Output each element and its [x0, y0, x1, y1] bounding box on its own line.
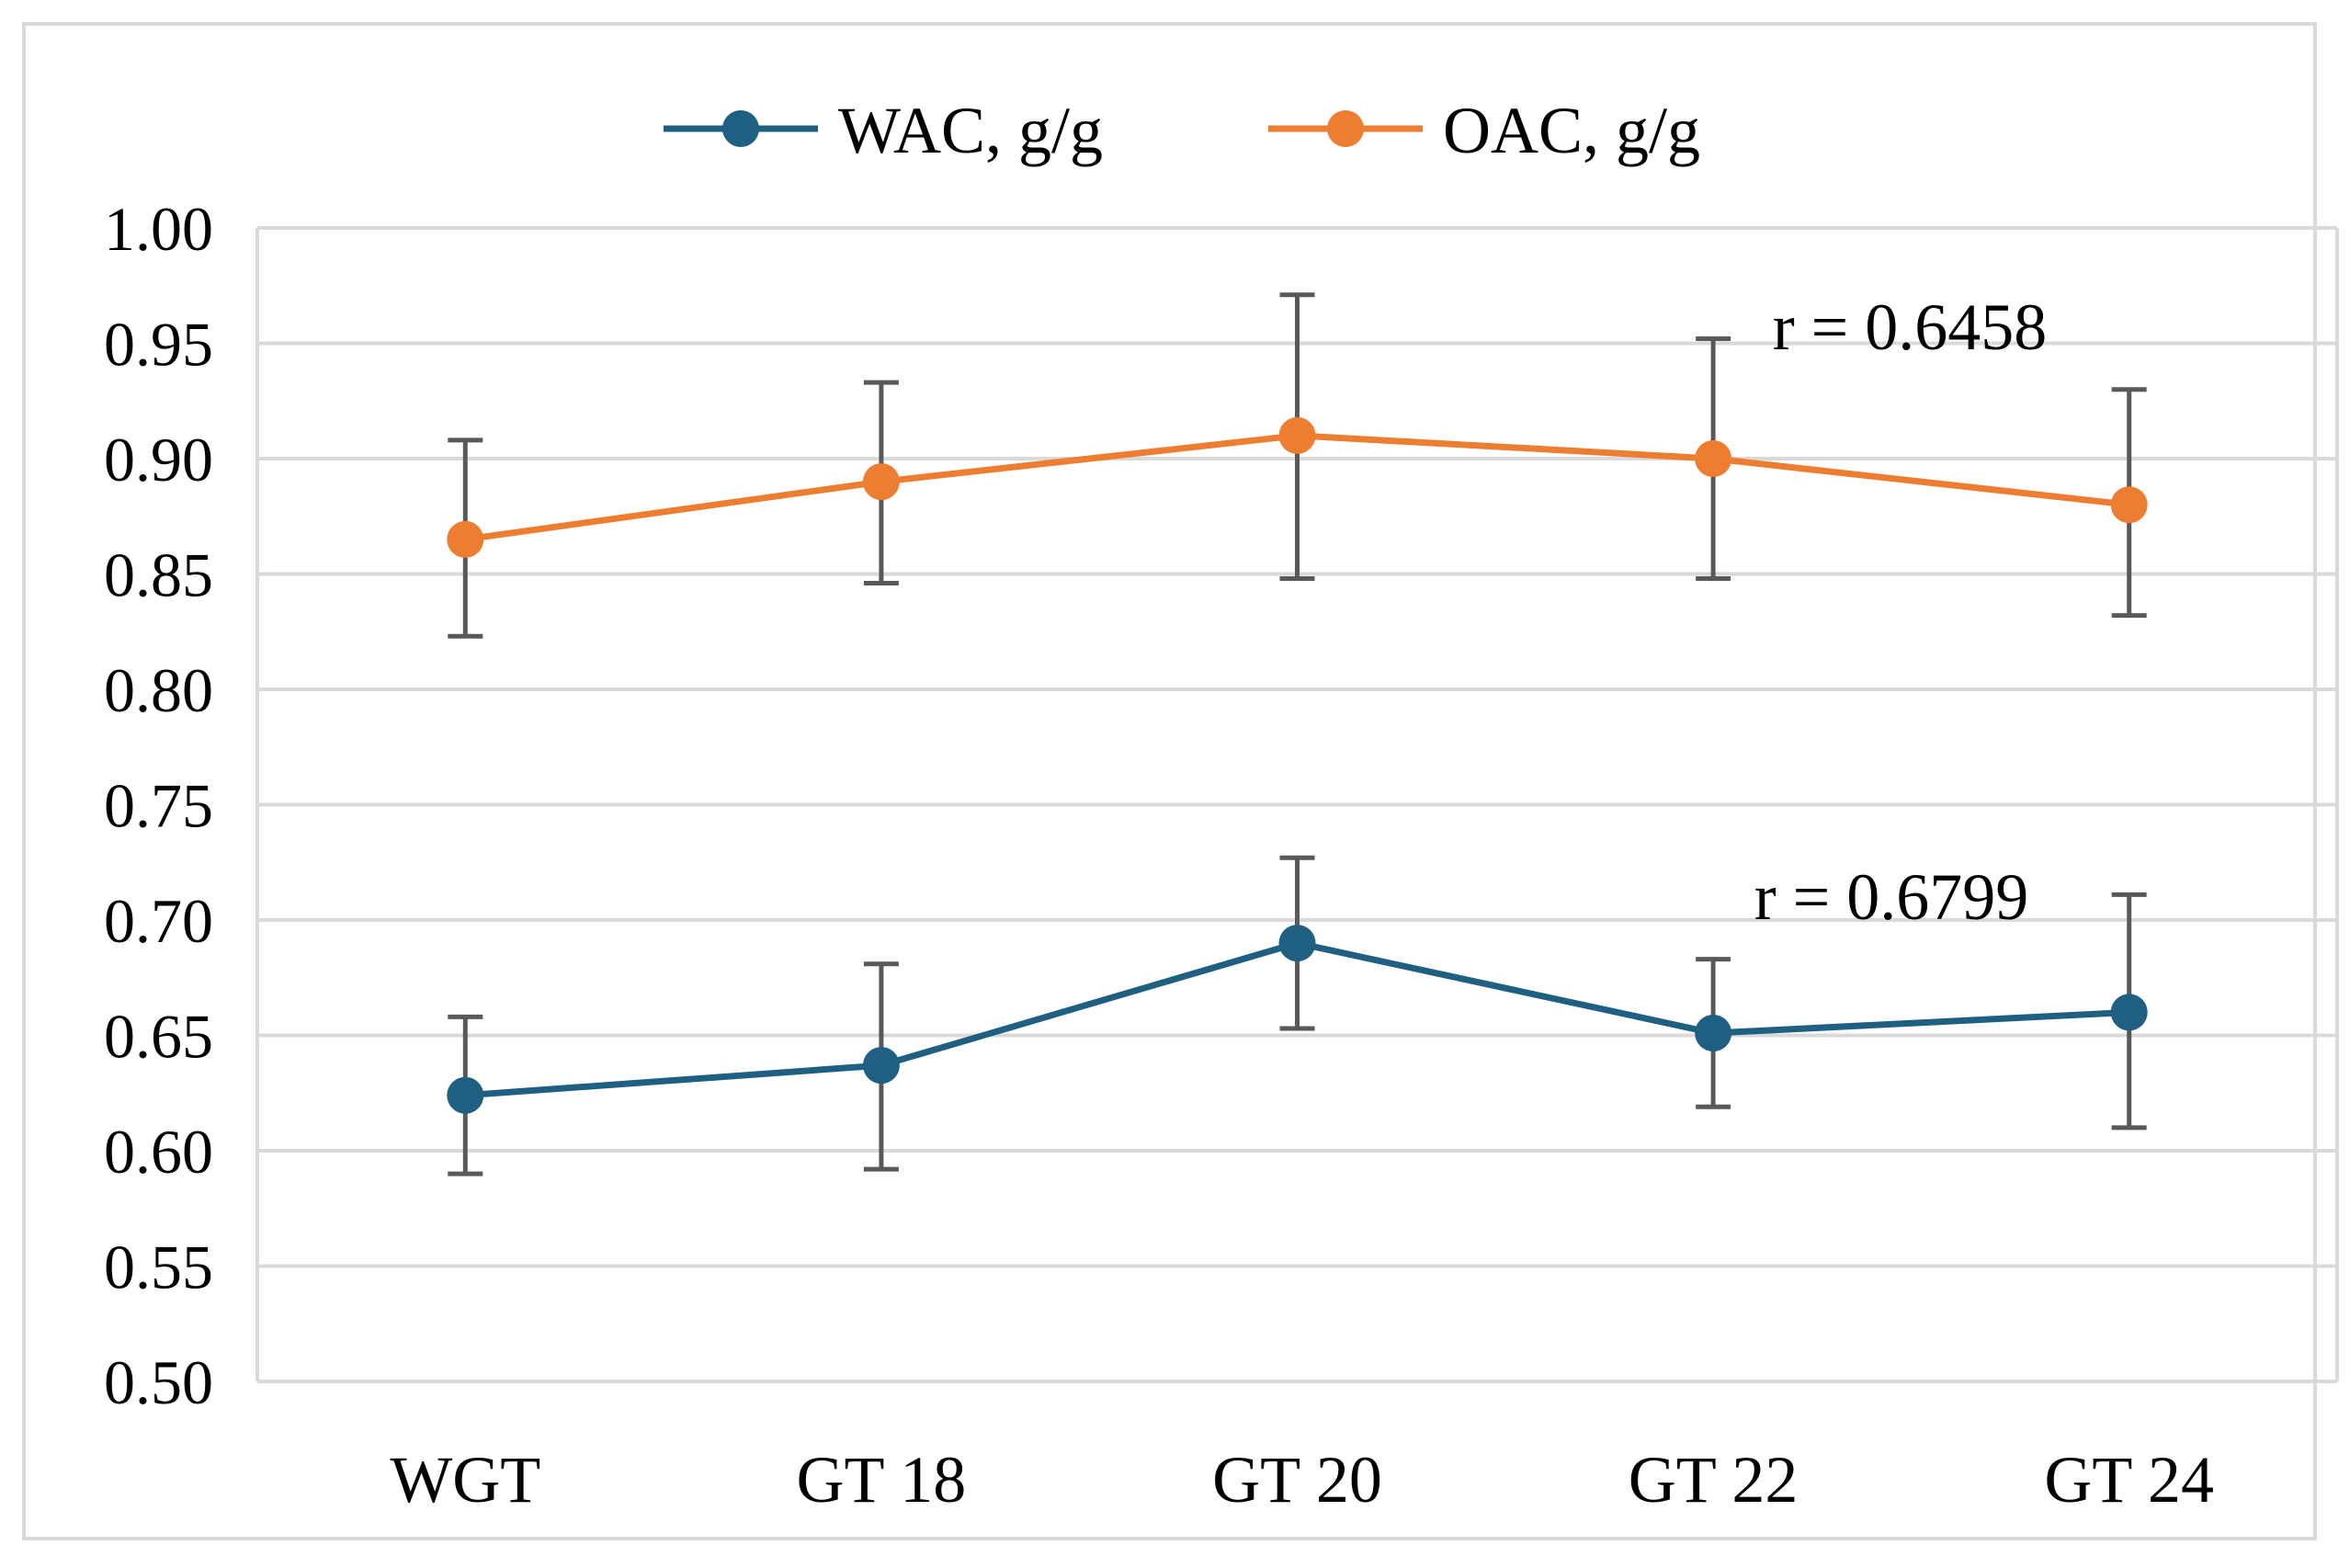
y-tick-label: 0.75 [104, 771, 213, 841]
y-tick-label: 0.80 [104, 655, 213, 725]
legend-marker [722, 110, 759, 147]
data-point [2110, 994, 2148, 1031]
y-tick-label: 1.00 [104, 194, 213, 264]
data-point [862, 463, 900, 501]
y-tick-label: 0.60 [104, 1117, 213, 1187]
x-tick-label: GT 18 [797, 1443, 967, 1517]
legend-label: OAC, g/g [1443, 94, 1700, 167]
data-point [1278, 925, 1316, 962]
data-point [862, 1047, 900, 1085]
data-point [1695, 1014, 1732, 1051]
legend-label: WAC, g/g [838, 94, 1103, 167]
data-point [447, 520, 484, 558]
annotation-label: r = 0.6458 [1773, 290, 2048, 364]
y-tick-label: 0.90 [104, 425, 213, 494]
data-point [1278, 416, 1316, 454]
x-tick-label: GT 24 [2044, 1443, 2214, 1517]
x-tick-label: GT 22 [1629, 1443, 1799, 1517]
y-tick-label: 0.95 [104, 310, 213, 380]
data-point [2110, 486, 2148, 524]
x-tick-label: GT 20 [1212, 1443, 1382, 1517]
x-tick-label: WGT [390, 1443, 540, 1517]
y-tick-label: 0.55 [104, 1233, 213, 1302]
data-point [447, 1076, 484, 1114]
data-point [1695, 440, 1732, 477]
y-tick-label: 0.70 [104, 886, 213, 956]
y-tick-label: 0.85 [104, 540, 213, 610]
legend-marker [1327, 110, 1364, 147]
y-tick-label: 0.50 [104, 1347, 213, 1417]
y-tick-label: 0.65 [104, 1002, 213, 1072]
chart-frame [22, 22, 2317, 1540]
annotation-label: r = 0.6799 [1754, 860, 2029, 934]
